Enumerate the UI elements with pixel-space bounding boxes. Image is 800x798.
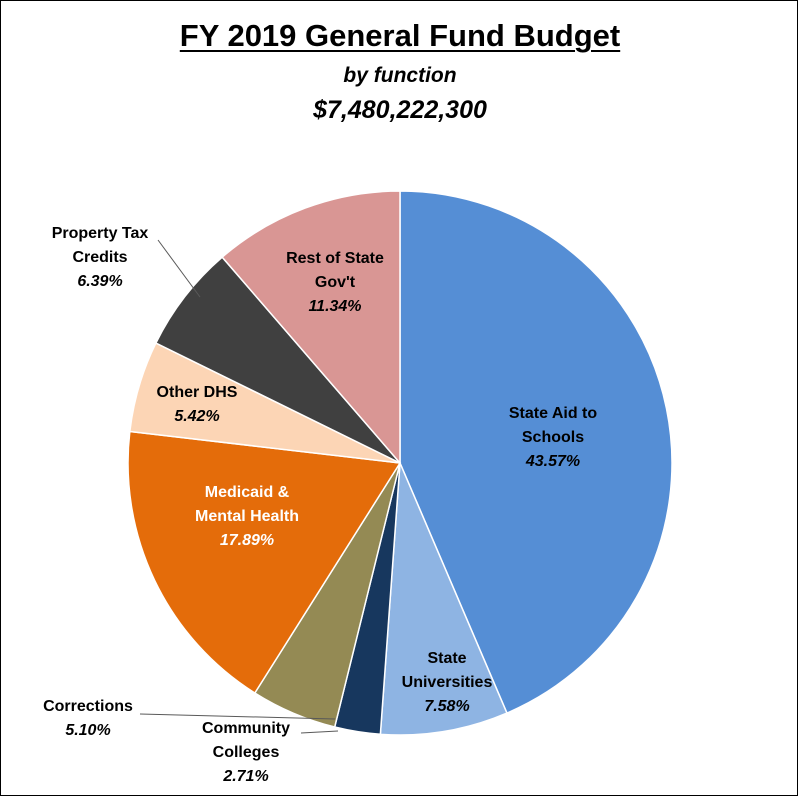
leader-line-property-tax-credits [157,239,201,298]
slice-label-line: Property Tax [52,225,149,242]
slice-label-other-dhs: Other DHS 5.42% [157,384,238,425]
slice-label-corrections: Corrections 5.10% [43,698,133,739]
slice-label-line: Other DHS [157,384,238,401]
slice-label-line: Schools [522,429,584,446]
slice-label-line: Colleges [213,744,280,761]
slice-label-line: State Aid to [509,405,598,422]
slice-percent-label: 5.10% [65,722,110,739]
slice-label-rest-of-state-gov-t: Rest of State Gov't 11.34% [286,250,384,315]
slice-label-line: Credits [72,249,127,266]
slice-label-property-tax-credits: Property Tax Credits 6.39% [52,225,149,290]
pie-slice-state-aid-to-schools [399,190,673,715]
pie-slice-rest-of-state-gov-t [221,190,401,466]
leader-line-community-colleges [300,730,339,734]
chart-title: FY 2019 General Fund Budget [179,18,621,53]
slice-label-line: Community [202,720,290,737]
slice-label-line: Universities [402,674,493,691]
slice-label-medicaid-mental-health: Medicaid & Mental Health 17.89% [195,484,299,549]
slice-label-line: State [427,650,466,667]
slice-label-line: Rest of State [286,250,384,267]
slice-percent-label: 43.57% [525,453,580,470]
leader-line-corrections [139,713,336,720]
slice-label-line: Medicaid & [205,484,290,501]
slice-label-line: Gov't [315,274,356,291]
slice-label-line: Corrections [43,698,133,715]
slice-percent-label: 17.89% [220,532,274,549]
slice-label-community-colleges: Community Colleges 2.71% [202,720,290,785]
chart-total: $7,480,222,300 [313,96,487,124]
pie-slice-state-universities [379,462,508,736]
slice-percent-label: 11.34% [308,298,361,315]
pie-slice-medicaid-mental-health [127,430,402,695]
slice-label-line: Mental Health [195,508,299,525]
slice-percent-label: 7.58% [424,698,469,715]
slice-percent-label: 2.71% [222,768,268,785]
slice-percent-label: 5.42% [174,408,219,425]
slice-percent-label: 6.39% [77,273,122,290]
chart-subtitle: by function [343,64,457,87]
slice-label-state-universities: State Universities 7.58% [402,650,493,715]
slice-label-state-aid-to-schools: State Aid to Schools 43.57% [509,405,598,470]
